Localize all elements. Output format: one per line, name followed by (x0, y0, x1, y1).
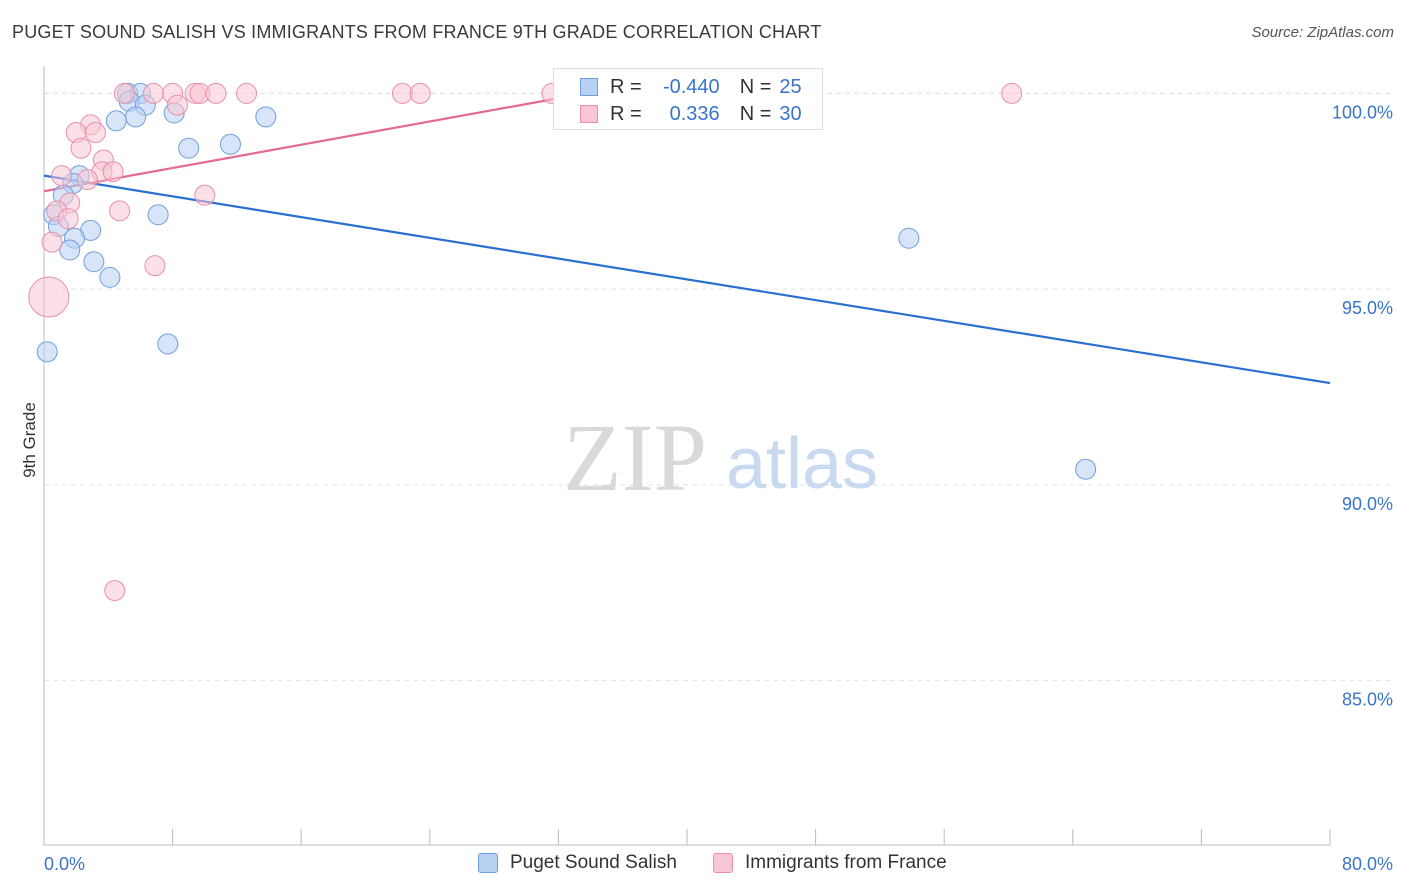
point-puget-sound-salish (898, 227, 920, 249)
point-immigrants-from-france (28, 276, 70, 318)
legend-swatch-blue (478, 853, 498, 873)
point-immigrants-from-france (236, 82, 258, 104)
legend-row-pink: R = 0.336 N = 30 (554, 101, 802, 127)
point-puget-sound-salish (105, 110, 127, 132)
axes (43, 66, 1331, 846)
source-label: Source: ZipAtlas.com (1251, 24, 1394, 41)
legend-n-label: N = (739, 102, 772, 125)
point-puget-sound-salish (255, 106, 277, 128)
point-puget-sound-salish (1075, 458, 1097, 480)
point-puget-sound-salish (219, 133, 241, 155)
point-puget-sound-salish (83, 251, 105, 273)
y-tick-label: 95.0% (1342, 298, 1393, 318)
trend-line-pink (43, 88, 607, 193)
y-axis-label: 9th Grade (20, 402, 39, 478)
point-immigrants-from-france (70, 137, 92, 159)
correlation-legend: R = -0.440 N = 25 R = 0.336 N = 30 (553, 68, 823, 130)
watermark-atlas: atlas (726, 424, 878, 504)
legend-swatch-pink (713, 853, 733, 873)
point-immigrants-from-france (205, 82, 227, 104)
watermark-zip: ZIP (563, 404, 707, 511)
y-tick-label: 85.0% (1342, 690, 1393, 710)
legend-row-blue: R = -0.440 N = 25 (554, 74, 802, 100)
legend-r-value: -0.440 (662, 75, 720, 98)
y-tick-label: 100.0% (1332, 102, 1393, 122)
point-puget-sound-salish (99, 266, 121, 288)
data-points (28, 82, 1097, 602)
legend-label-puget-sound-salish: Puget Sound Salish (510, 852, 677, 873)
legend-r-label: R = (610, 75, 642, 98)
legend-n-label: N = (739, 75, 772, 98)
point-immigrants-from-france (102, 161, 124, 183)
y-tick-label: 90.0% (1342, 494, 1393, 514)
legend-swatch-blue (580, 78, 598, 96)
legend-item-puget-sound-salish: Puget Sound Salish (478, 852, 677, 874)
legend-label-immigrants-from-france: Immigrants from France (745, 852, 947, 873)
point-puget-sound-salish (147, 204, 169, 226)
point-puget-sound-salish (36, 341, 58, 363)
grid-lines (44, 92, 1394, 682)
legend-r-value: 0.336 (669, 102, 720, 125)
x-tick-label: 80.0% (1342, 854, 1393, 874)
point-immigrants-from-france (109, 200, 131, 222)
point-immigrants-from-france (194, 184, 216, 206)
point-immigrants-from-france (113, 82, 135, 104)
trend-lines (43, 88, 1331, 385)
chart-title: PUGET SOUND SALISH VS IMMIGRANTS FROM FR… (12, 22, 822, 42)
legend-n-value: 30 (779, 102, 802, 125)
point-puget-sound-salish (125, 106, 147, 128)
tick-labels: 85.0% 90.0% 95.0% 100.0% 0.0% 80.0% (44, 102, 1393, 874)
point-immigrants-from-france (142, 82, 164, 104)
point-immigrants-from-france (391, 82, 413, 104)
point-puget-sound-salish (178, 137, 200, 159)
legend-item-immigrants-from-france: Immigrants from France (713, 852, 947, 874)
point-immigrants-from-france (84, 122, 106, 144)
series-legend: Puget Sound Salish Immigrants from Franc… (0, 852, 1406, 878)
legend-r-label: R = (610, 102, 642, 125)
point-immigrants-from-france (409, 82, 431, 104)
point-puget-sound-salish (157, 333, 179, 355)
legend-n-value: 25 (779, 75, 802, 98)
point-immigrants-from-france (41, 231, 63, 253)
point-puget-sound-salish (59, 239, 81, 261)
x-tick-label: 0.0% (44, 854, 85, 874)
trend-line-blue (43, 174, 1331, 385)
point-immigrants-from-france (51, 165, 73, 187)
point-immigrants-from-france (144, 255, 166, 277)
point-immigrants-from-france (104, 580, 126, 602)
point-immigrants-from-france (1001, 82, 1023, 104)
point-immigrants-from-france (57, 208, 79, 230)
legend-swatch-pink (580, 105, 598, 123)
point-immigrants-from-france (166, 94, 188, 116)
point-immigrants-from-france (76, 169, 98, 191)
